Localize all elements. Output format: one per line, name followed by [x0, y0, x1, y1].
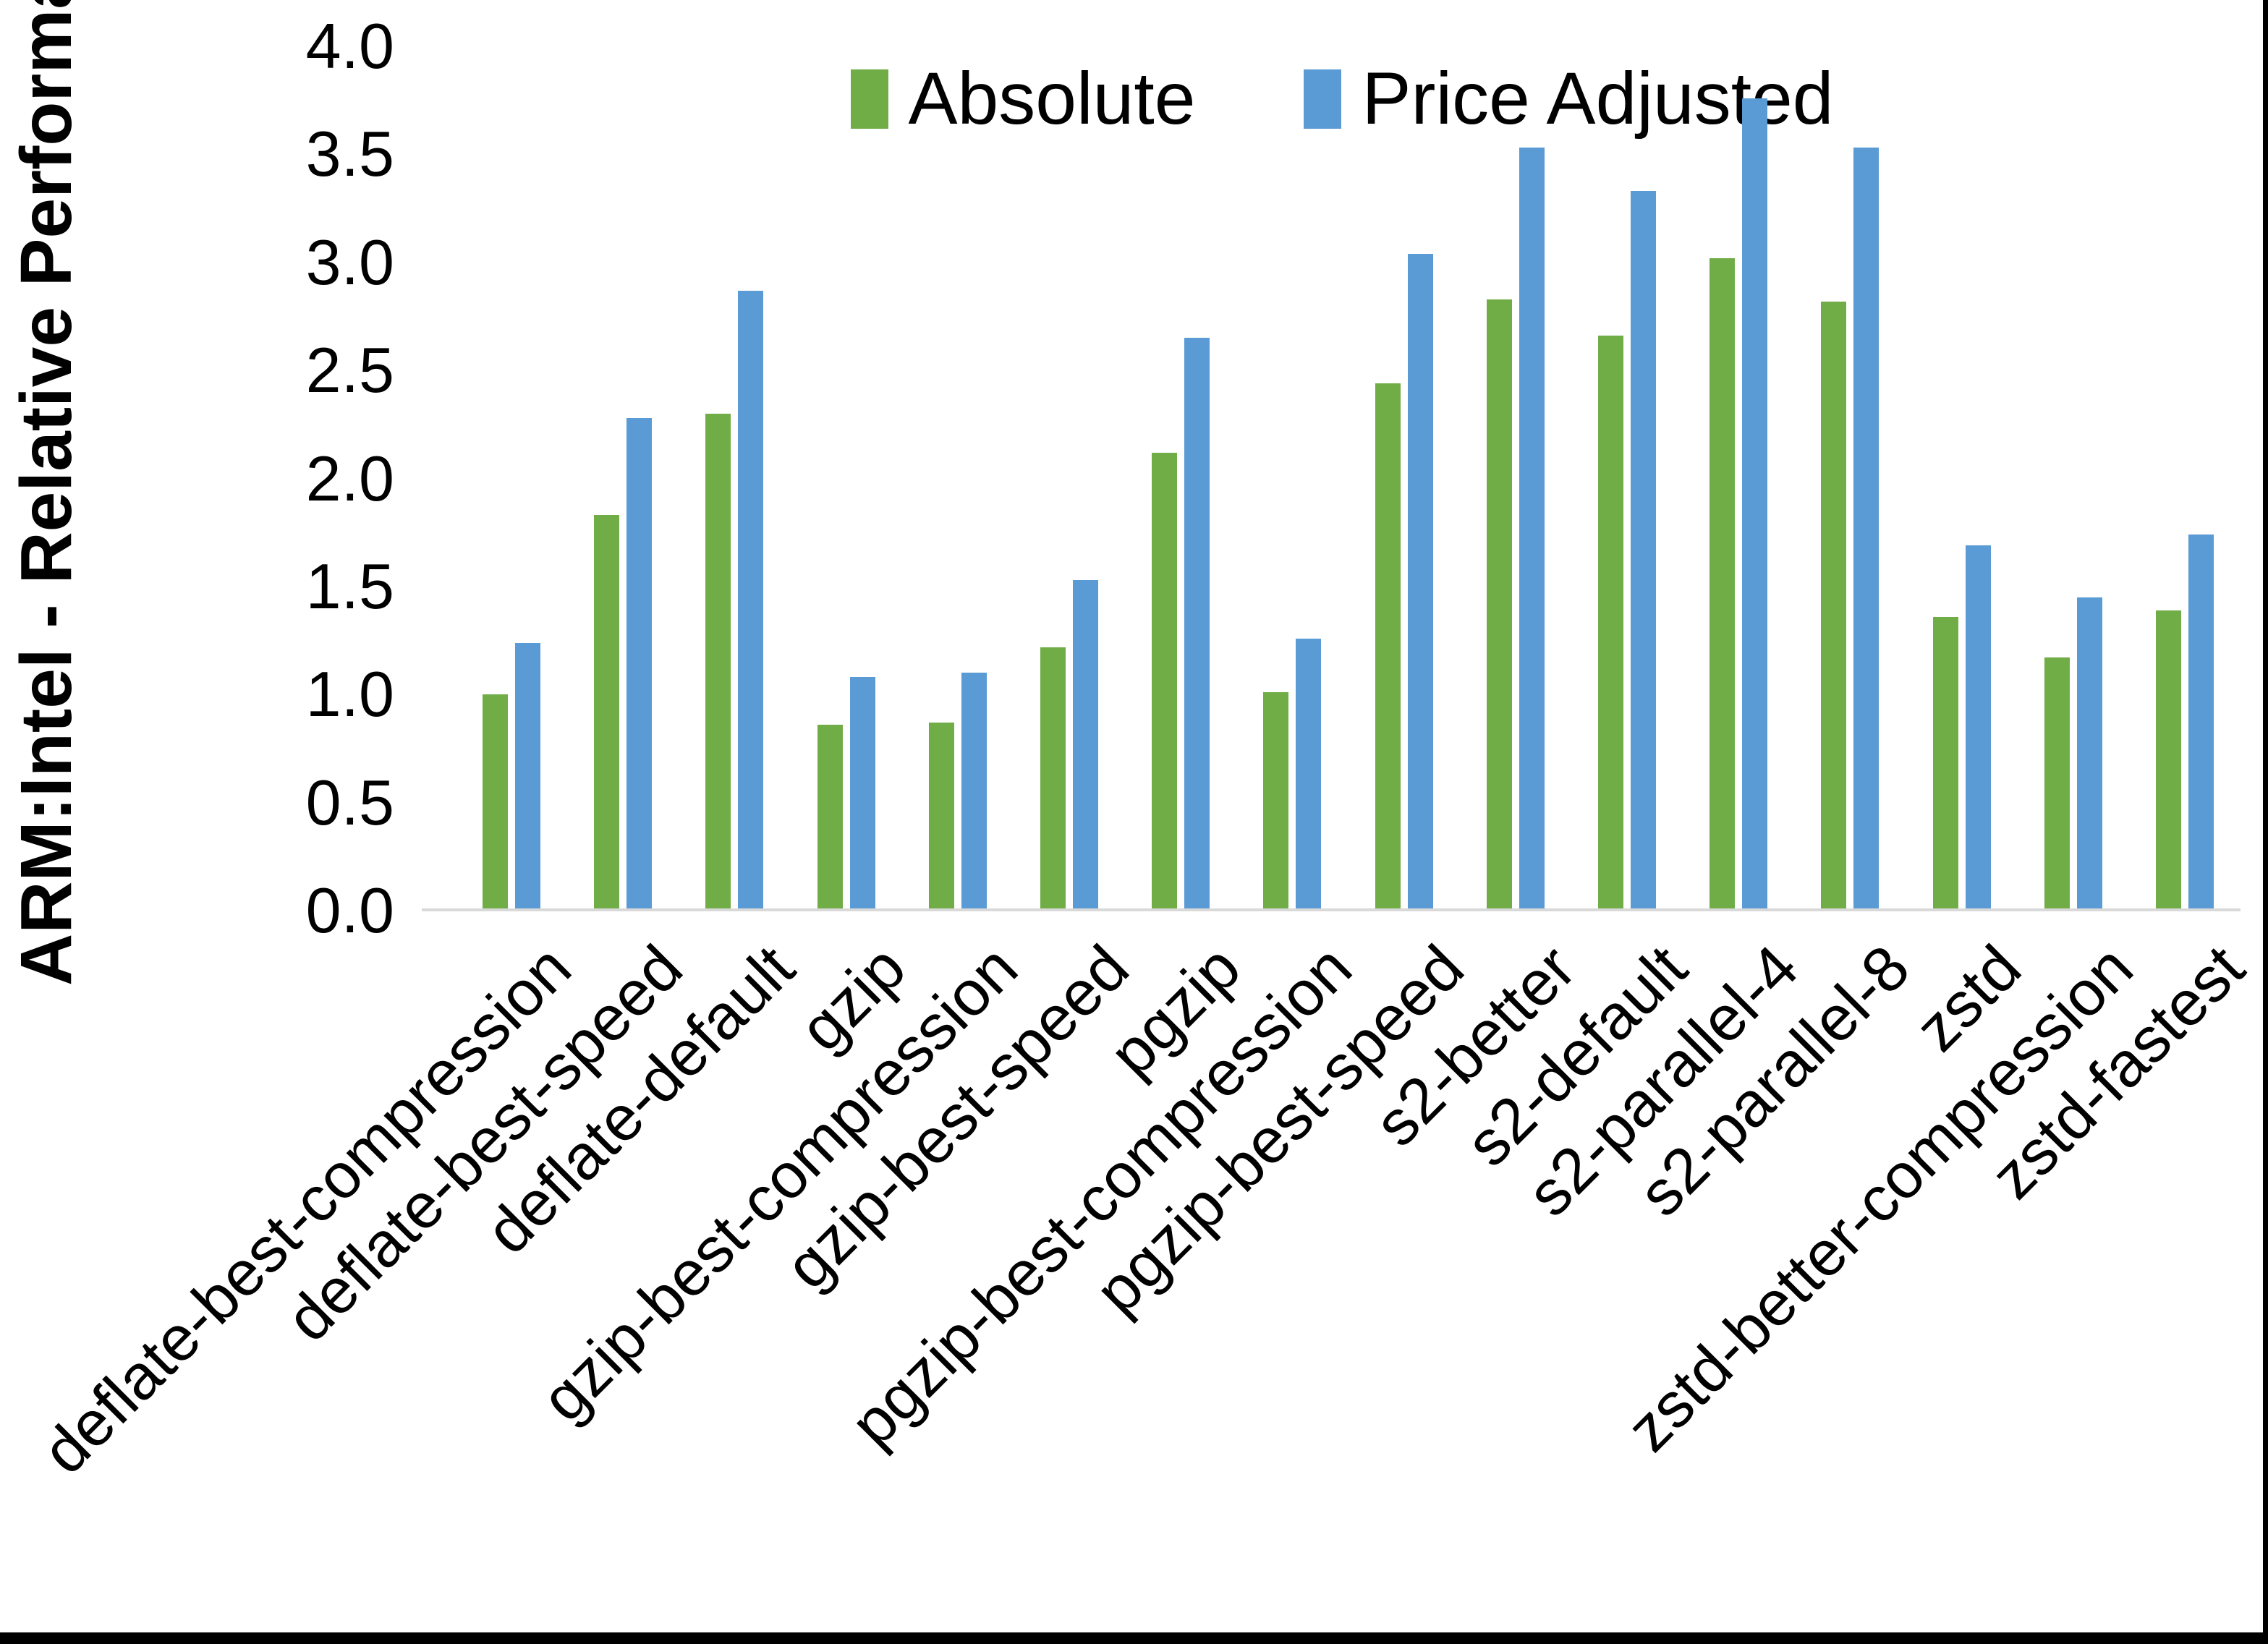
bar-price-adjusted: [1519, 148, 1545, 911]
legend-item-absolute: Absolute: [850, 56, 1196, 141]
legend-label-absolute: Absolute: [908, 57, 1196, 140]
y-tick-label: 3.0: [305, 226, 394, 298]
bar-price-adjusted: [1073, 579, 1098, 911]
bar-group: [705, 290, 764, 911]
bar-price-adjusted: [849, 677, 875, 911]
bar-group: [483, 642, 540, 911]
y-tick-label: 2.5: [305, 334, 394, 406]
bar-group: [1598, 191, 1656, 911]
bar-absolute: [928, 723, 954, 911]
bar-group: [2044, 597, 2102, 911]
y-tick-label: 1.5: [305, 550, 394, 622]
bar-absolute: [2156, 610, 2181, 911]
bar-price-adjusted: [738, 290, 764, 911]
bar-group: [1486, 148, 1545, 911]
bar-absolute: [1486, 299, 1512, 911]
bar-absolute: [2044, 657, 2070, 911]
y-tick-label: 2.0: [305, 442, 394, 514]
bar-absolute: [1040, 647, 1066, 911]
bar-price-adjusted: [1853, 148, 1880, 911]
y-tick-label: 3.5: [305, 118, 394, 190]
bar-price-adjusted: [2076, 597, 2102, 911]
y-tick-label: 0.5: [305, 766, 394, 838]
bar-group: [1932, 545, 1991, 911]
bar-absolute: [817, 725, 843, 911]
bottom-border: [0, 1632, 2268, 1644]
bar-absolute: [1710, 257, 1736, 911]
bar-group: [1710, 98, 1768, 911]
bar-absolute: [705, 413, 731, 911]
bar-absolute: [483, 694, 508, 911]
bar-absolute: [1152, 452, 1178, 911]
bar-group: [2156, 534, 2214, 911]
y-tick-label: 0.0: [305, 874, 394, 946]
bar-price-adjusted: [627, 417, 653, 911]
bar-group: [594, 417, 653, 911]
x-axis-line: [422, 908, 2241, 911]
bar-price-adjusted: [515, 642, 540, 911]
bar-price-adjusted: [961, 673, 987, 911]
bar-absolute: [1821, 301, 1847, 911]
bar-group: [817, 677, 875, 911]
bar-absolute: [1263, 692, 1289, 911]
right-border: [2263, 0, 2268, 1644]
bar-absolute: [1932, 616, 1958, 911]
bar-price-adjusted: [2188, 534, 2214, 911]
legend-swatch-price-adjusted: [1304, 69, 1342, 129]
bar-group: [1375, 253, 1433, 911]
bar-absolute: [1598, 336, 1623, 911]
legend-swatch-absolute: [850, 69, 888, 129]
bar-price-adjusted: [1965, 545, 1991, 911]
bar-price-adjusted: [1742, 98, 1768, 911]
bar-group: [1152, 338, 1210, 911]
bar-absolute: [1375, 383, 1401, 911]
bar-price-adjusted: [1407, 253, 1433, 911]
bar-group: [1821, 148, 1880, 911]
bar-group: [928, 673, 987, 911]
bar-absolute: [594, 515, 620, 911]
y-tick-label: 4.0: [305, 10, 394, 82]
plot-area: [0, 46, 2268, 911]
bar-group: [1263, 638, 1322, 911]
y-tick-label: 1.0: [305, 658, 394, 731]
bar-price-adjusted: [1296, 638, 1322, 911]
bar-price-adjusted: [1631, 191, 1656, 911]
bar-group: [1040, 579, 1098, 911]
bar-price-adjusted: [1184, 338, 1210, 911]
